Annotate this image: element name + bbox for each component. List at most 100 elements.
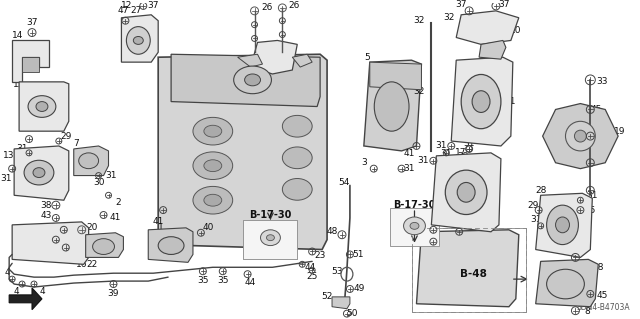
Text: 52: 52 [321,293,333,301]
Text: 54: 54 [339,178,349,187]
Polygon shape [417,230,519,307]
Ellipse shape [204,125,222,137]
Text: 51: 51 [352,250,364,259]
Text: 31: 31 [440,149,452,158]
Text: 19: 19 [614,127,626,136]
Ellipse shape [566,121,595,151]
Text: B-17-30: B-17-30 [249,210,292,220]
Text: 13: 13 [3,151,15,160]
Text: 29: 29 [60,132,72,141]
Ellipse shape [133,36,143,44]
Text: 39: 39 [108,289,119,298]
Text: 21: 21 [50,223,61,232]
Ellipse shape [36,101,48,111]
Polygon shape [19,82,68,131]
Text: 53: 53 [332,267,343,276]
Ellipse shape [204,194,222,206]
Text: 18: 18 [593,263,604,272]
Text: 32: 32 [414,16,425,25]
Text: B-17-30: B-17-30 [394,200,436,210]
Ellipse shape [260,230,280,246]
Polygon shape [148,228,193,262]
Text: 47: 47 [118,6,129,15]
Bar [412,228,525,312]
Text: 22: 22 [86,260,97,269]
Text: SDN4-B4703A: SDN4-B4703A [577,303,630,312]
Ellipse shape [33,168,45,178]
Ellipse shape [547,205,579,245]
Ellipse shape [547,269,584,299]
Text: 3: 3 [361,158,367,167]
Polygon shape [251,41,297,74]
Text: 41: 41 [110,213,121,222]
Polygon shape [456,11,519,44]
Polygon shape [364,60,422,151]
Text: 45: 45 [596,291,608,300]
Text: 27: 27 [131,6,142,15]
Polygon shape [370,62,422,90]
Polygon shape [479,41,506,59]
Text: 31: 31 [17,145,28,153]
Polygon shape [74,146,109,175]
Text: 15: 15 [13,80,25,89]
Text: 33: 33 [596,78,608,86]
Text: 26: 26 [262,4,273,12]
Polygon shape [12,41,49,82]
Polygon shape [9,288,42,310]
Ellipse shape [234,66,271,94]
Text: 35: 35 [418,237,429,246]
Ellipse shape [374,82,409,131]
Text: 4: 4 [39,287,45,296]
Text: 31: 31 [418,156,429,165]
Ellipse shape [158,237,184,255]
Polygon shape [431,153,501,232]
Text: 26: 26 [289,1,300,11]
Text: 34: 34 [456,235,467,244]
Text: 8: 8 [584,307,590,316]
Text: 37: 37 [456,0,467,10]
Bar [243,220,297,259]
Text: 11: 11 [505,97,516,106]
Polygon shape [292,54,312,67]
Text: 40: 40 [202,223,214,232]
Text: 36: 36 [40,235,52,244]
Polygon shape [12,222,89,264]
Ellipse shape [556,217,570,233]
Ellipse shape [28,96,56,117]
Text: 17: 17 [456,148,467,157]
Polygon shape [536,259,598,307]
Text: 46: 46 [577,260,588,269]
Ellipse shape [575,130,586,142]
Bar [243,220,297,259]
Text: 45: 45 [585,205,596,215]
Text: 7: 7 [73,138,79,147]
Text: 35: 35 [217,276,228,285]
Text: 1: 1 [158,223,164,232]
Text: 10: 10 [510,26,522,35]
Ellipse shape [193,152,233,180]
Text: 29: 29 [458,152,469,161]
Text: 16: 16 [76,260,88,269]
Text: 9: 9 [422,223,428,232]
Polygon shape [536,193,592,257]
Ellipse shape [126,26,150,54]
Text: 32: 32 [444,13,455,22]
Text: 44: 44 [245,278,256,286]
Text: 5: 5 [364,53,370,62]
Ellipse shape [461,74,501,129]
Text: 31: 31 [530,215,541,225]
Text: 4: 4 [13,287,19,296]
Text: 24: 24 [53,251,65,260]
Polygon shape [451,57,513,146]
Text: 41: 41 [152,218,164,226]
Text: 31: 31 [436,141,447,151]
Ellipse shape [282,147,312,169]
Ellipse shape [472,91,490,112]
Ellipse shape [410,222,419,229]
Polygon shape [332,297,350,309]
Polygon shape [14,146,68,200]
Ellipse shape [79,153,99,169]
Polygon shape [86,233,124,257]
Text: 49: 49 [353,285,365,293]
Text: 31: 31 [1,174,12,183]
